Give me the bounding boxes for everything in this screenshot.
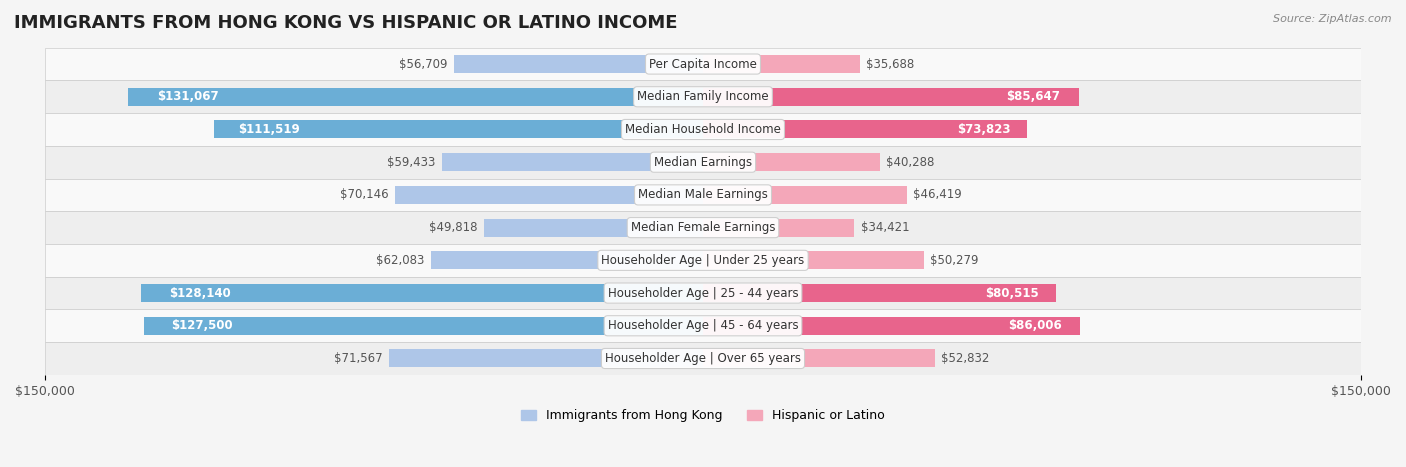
Text: $71,567: $71,567 bbox=[333, 352, 382, 365]
Text: Householder Age | 25 - 44 years: Householder Age | 25 - 44 years bbox=[607, 287, 799, 299]
Bar bbox=[395, 186, 703, 204]
Text: $111,519: $111,519 bbox=[238, 123, 299, 136]
Bar bbox=[45, 146, 1361, 178]
Text: $40,288: $40,288 bbox=[886, 156, 935, 169]
Bar bbox=[45, 48, 1361, 80]
Bar bbox=[703, 55, 859, 73]
Bar bbox=[454, 55, 703, 73]
Bar bbox=[703, 317, 1080, 335]
Bar bbox=[45, 178, 1361, 211]
Bar bbox=[430, 251, 703, 269]
Bar bbox=[703, 284, 1056, 302]
Bar bbox=[703, 120, 1026, 139]
Bar bbox=[703, 153, 880, 171]
Text: $52,832: $52,832 bbox=[942, 352, 990, 365]
Text: $59,433: $59,433 bbox=[387, 156, 436, 169]
Text: $131,067: $131,067 bbox=[156, 90, 218, 103]
Text: Per Capita Income: Per Capita Income bbox=[650, 57, 756, 71]
Bar bbox=[443, 153, 703, 171]
Text: $35,688: $35,688 bbox=[866, 57, 914, 71]
Bar bbox=[703, 219, 853, 237]
Text: Median Earnings: Median Earnings bbox=[654, 156, 752, 169]
Text: Median Household Income: Median Household Income bbox=[626, 123, 780, 136]
Text: $70,146: $70,146 bbox=[340, 188, 388, 201]
Bar bbox=[45, 113, 1361, 146]
Legend: Immigrants from Hong Kong, Hispanic or Latino: Immigrants from Hong Kong, Hispanic or L… bbox=[516, 404, 890, 427]
Text: Householder Age | 45 - 64 years: Householder Age | 45 - 64 years bbox=[607, 319, 799, 333]
Bar bbox=[703, 251, 924, 269]
Bar bbox=[45, 277, 1361, 310]
Bar bbox=[389, 349, 703, 368]
Text: $128,140: $128,140 bbox=[169, 287, 231, 299]
Bar bbox=[485, 219, 703, 237]
Text: $127,500: $127,500 bbox=[172, 319, 233, 333]
Bar bbox=[703, 349, 935, 368]
Bar bbox=[45, 244, 1361, 277]
Bar bbox=[45, 211, 1361, 244]
Bar bbox=[141, 284, 703, 302]
Bar bbox=[703, 88, 1078, 106]
Text: $86,006: $86,006 bbox=[1008, 319, 1062, 333]
Text: Median Family Income: Median Family Income bbox=[637, 90, 769, 103]
Text: $73,823: $73,823 bbox=[957, 123, 1011, 136]
Bar bbox=[45, 342, 1361, 375]
Bar bbox=[143, 317, 703, 335]
Text: $56,709: $56,709 bbox=[399, 57, 447, 71]
Bar bbox=[45, 310, 1361, 342]
Text: Median Male Earnings: Median Male Earnings bbox=[638, 188, 768, 201]
Text: $62,083: $62,083 bbox=[375, 254, 425, 267]
Text: Source: ZipAtlas.com: Source: ZipAtlas.com bbox=[1274, 14, 1392, 24]
Text: $46,419: $46,419 bbox=[914, 188, 962, 201]
Bar bbox=[128, 88, 703, 106]
Text: Median Female Earnings: Median Female Earnings bbox=[631, 221, 775, 234]
Text: $85,647: $85,647 bbox=[1007, 90, 1060, 103]
Text: Householder Age | Under 25 years: Householder Age | Under 25 years bbox=[602, 254, 804, 267]
Text: $50,279: $50,279 bbox=[931, 254, 979, 267]
Text: $49,818: $49,818 bbox=[429, 221, 478, 234]
Text: Householder Age | Over 65 years: Householder Age | Over 65 years bbox=[605, 352, 801, 365]
Text: IMMIGRANTS FROM HONG KONG VS HISPANIC OR LATINO INCOME: IMMIGRANTS FROM HONG KONG VS HISPANIC OR… bbox=[14, 14, 678, 32]
Text: $80,515: $80,515 bbox=[984, 287, 1039, 299]
Text: $34,421: $34,421 bbox=[860, 221, 910, 234]
Bar bbox=[45, 80, 1361, 113]
Bar bbox=[214, 120, 703, 139]
Bar bbox=[703, 186, 907, 204]
